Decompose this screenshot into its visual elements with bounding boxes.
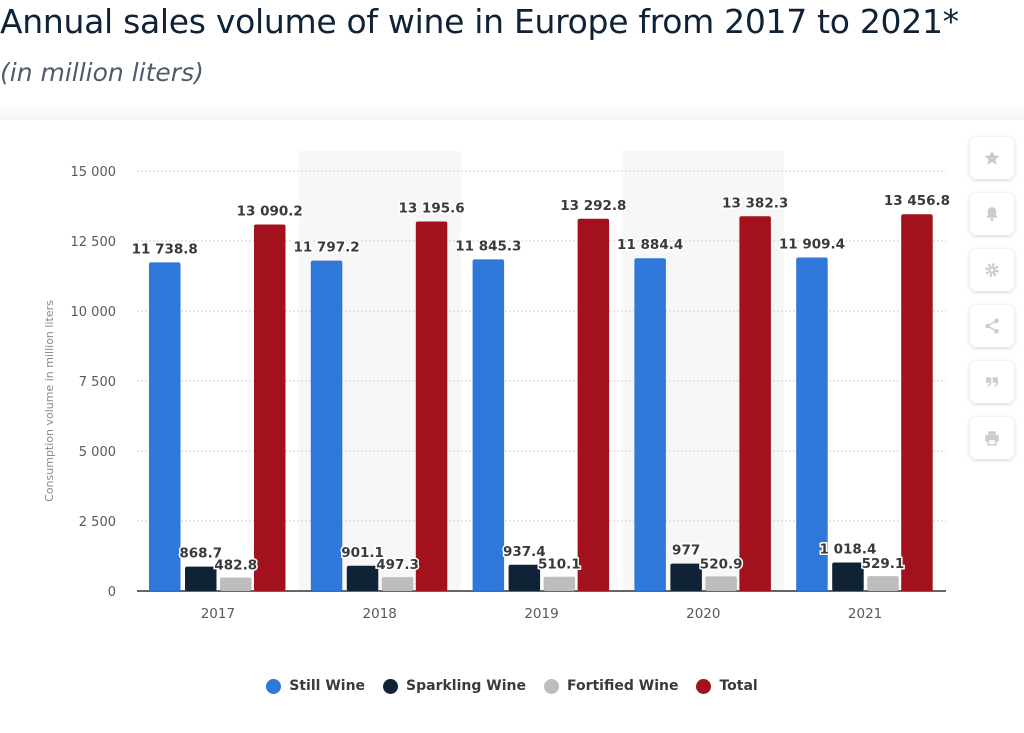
data-label: 901.1: [341, 545, 384, 561]
data-label: 11 845.3: [455, 238, 521, 254]
y-tick-label: 12 500: [71, 235, 117, 250]
x-tick-label: 2018: [363, 606, 397, 622]
data-label: 510.1: [538, 557, 581, 573]
bar-still-wine: [634, 258, 666, 591]
data-label: 11 738.8: [132, 241, 198, 257]
data-label: 868.7: [179, 546, 222, 562]
legend-label: Total: [719, 678, 758, 694]
legend-item[interactable]: Still Wine: [266, 678, 365, 694]
data-label: 13 456.8: [884, 193, 950, 209]
data-label: 529.1: [862, 556, 905, 572]
data-label: 520.9: [700, 556, 743, 572]
gear-icon: [985, 263, 999, 277]
x-tick-label: 2019: [524, 606, 558, 622]
y-tick-label: 15 000: [71, 165, 117, 180]
y-tick-label: 0: [108, 585, 116, 600]
legend-marker: [266, 678, 282, 694]
page-subtitle: (in million liters): [0, 58, 204, 87]
bar-fortified-wine: [381, 577, 414, 591]
bar-total: [254, 224, 286, 591]
bar-sparkling-wine: [508, 564, 541, 591]
data-label: 13 382.3: [722, 195, 788, 211]
bar-total: [577, 218, 610, 591]
bar-chart: 0 2 500 5 000 7 500 10 000 12 500 15 000 Consum…: [43, 151, 952, 622]
x-tick-label: 2017: [201, 606, 235, 622]
legend-item[interactable]: Sparkling Wine: [383, 678, 526, 694]
bar-fortified-wine: [543, 576, 576, 591]
bar-sparkling-wine: [832, 562, 864, 591]
y-tick-label: 10 000: [71, 305, 117, 320]
share-button[interactable]: [970, 305, 1014, 347]
data-label: 13 090.2: [237, 203, 303, 219]
data-label: 497.3: [376, 557, 419, 573]
data-label: 937.4: [503, 544, 546, 560]
quote-icon: [986, 377, 998, 387]
data-label: 1 018.4: [820, 541, 877, 557]
bar-fortified-wine: [220, 577, 252, 591]
bar-still-wine: [472, 259, 505, 591]
cite-button[interactable]: [970, 361, 1014, 403]
settings-button[interactable]: [970, 249, 1014, 291]
data-label: 11 797.2: [293, 240, 359, 256]
y-tick-label: 5 000: [79, 445, 116, 460]
bar-total: [901, 214, 933, 591]
bar-total: [739, 216, 771, 591]
bar-total: [415, 221, 448, 591]
bar-still-wine: [149, 262, 181, 591]
page-title: Annual sales volume of wine in Europe fr…: [0, 2, 959, 41]
x-tick-label: 2020: [686, 606, 720, 622]
bar-sparkling-wine: [670, 563, 702, 591]
data-label: 11 884.4: [617, 237, 683, 253]
notification-button[interactable]: [970, 193, 1014, 235]
legend-marker: [543, 678, 559, 694]
x-tick-label: 2021: [848, 606, 882, 622]
share-icon: [985, 318, 999, 334]
star-icon: [984, 150, 1000, 165]
favorite-button[interactable]: [970, 137, 1014, 179]
bar-fortified-wine: [705, 576, 737, 591]
y-tick-label: 2 500: [79, 515, 116, 530]
legend-label: Fortified Wine: [566, 678, 679, 694]
legend-marker: [696, 678, 712, 694]
bar-still-wine: [310, 260, 343, 591]
legend-label: Still Wine: [289, 678, 366, 694]
legend-label: Sparkling Wine: [406, 678, 526, 694]
y-axis-title: Consumption volume in million liters: [43, 300, 56, 502]
data-label: 977: [672, 543, 700, 559]
data-label: 482.8: [214, 557, 257, 573]
chart-legend: Still Wine Sparkling Wine Fortified Wine To…: [0, 678, 1024, 694]
bar-still-wine: [796, 257, 828, 591]
legend-marker: [383, 678, 399, 694]
bell-icon: [986, 207, 998, 222]
y-tick-label: 7 500: [79, 375, 116, 390]
bar-sparkling-wine: [346, 565, 379, 591]
bar-sparkling-wine: [185, 566, 217, 591]
print-icon: [985, 431, 999, 446]
data-label: 13 292.8: [560, 198, 626, 214]
bar-fortified-wine: [867, 576, 899, 591]
card-top-edge: [0, 104, 1024, 120]
data-label: 13 195.6: [398, 201, 464, 217]
chart-toolbar: [970, 137, 1014, 473]
data-label: 11 909.4: [779, 237, 845, 253]
legend-item[interactable]: Total: [696, 678, 758, 694]
legend-item[interactable]: Fortified Wine: [543, 678, 679, 694]
print-button[interactable]: [970, 417, 1014, 459]
